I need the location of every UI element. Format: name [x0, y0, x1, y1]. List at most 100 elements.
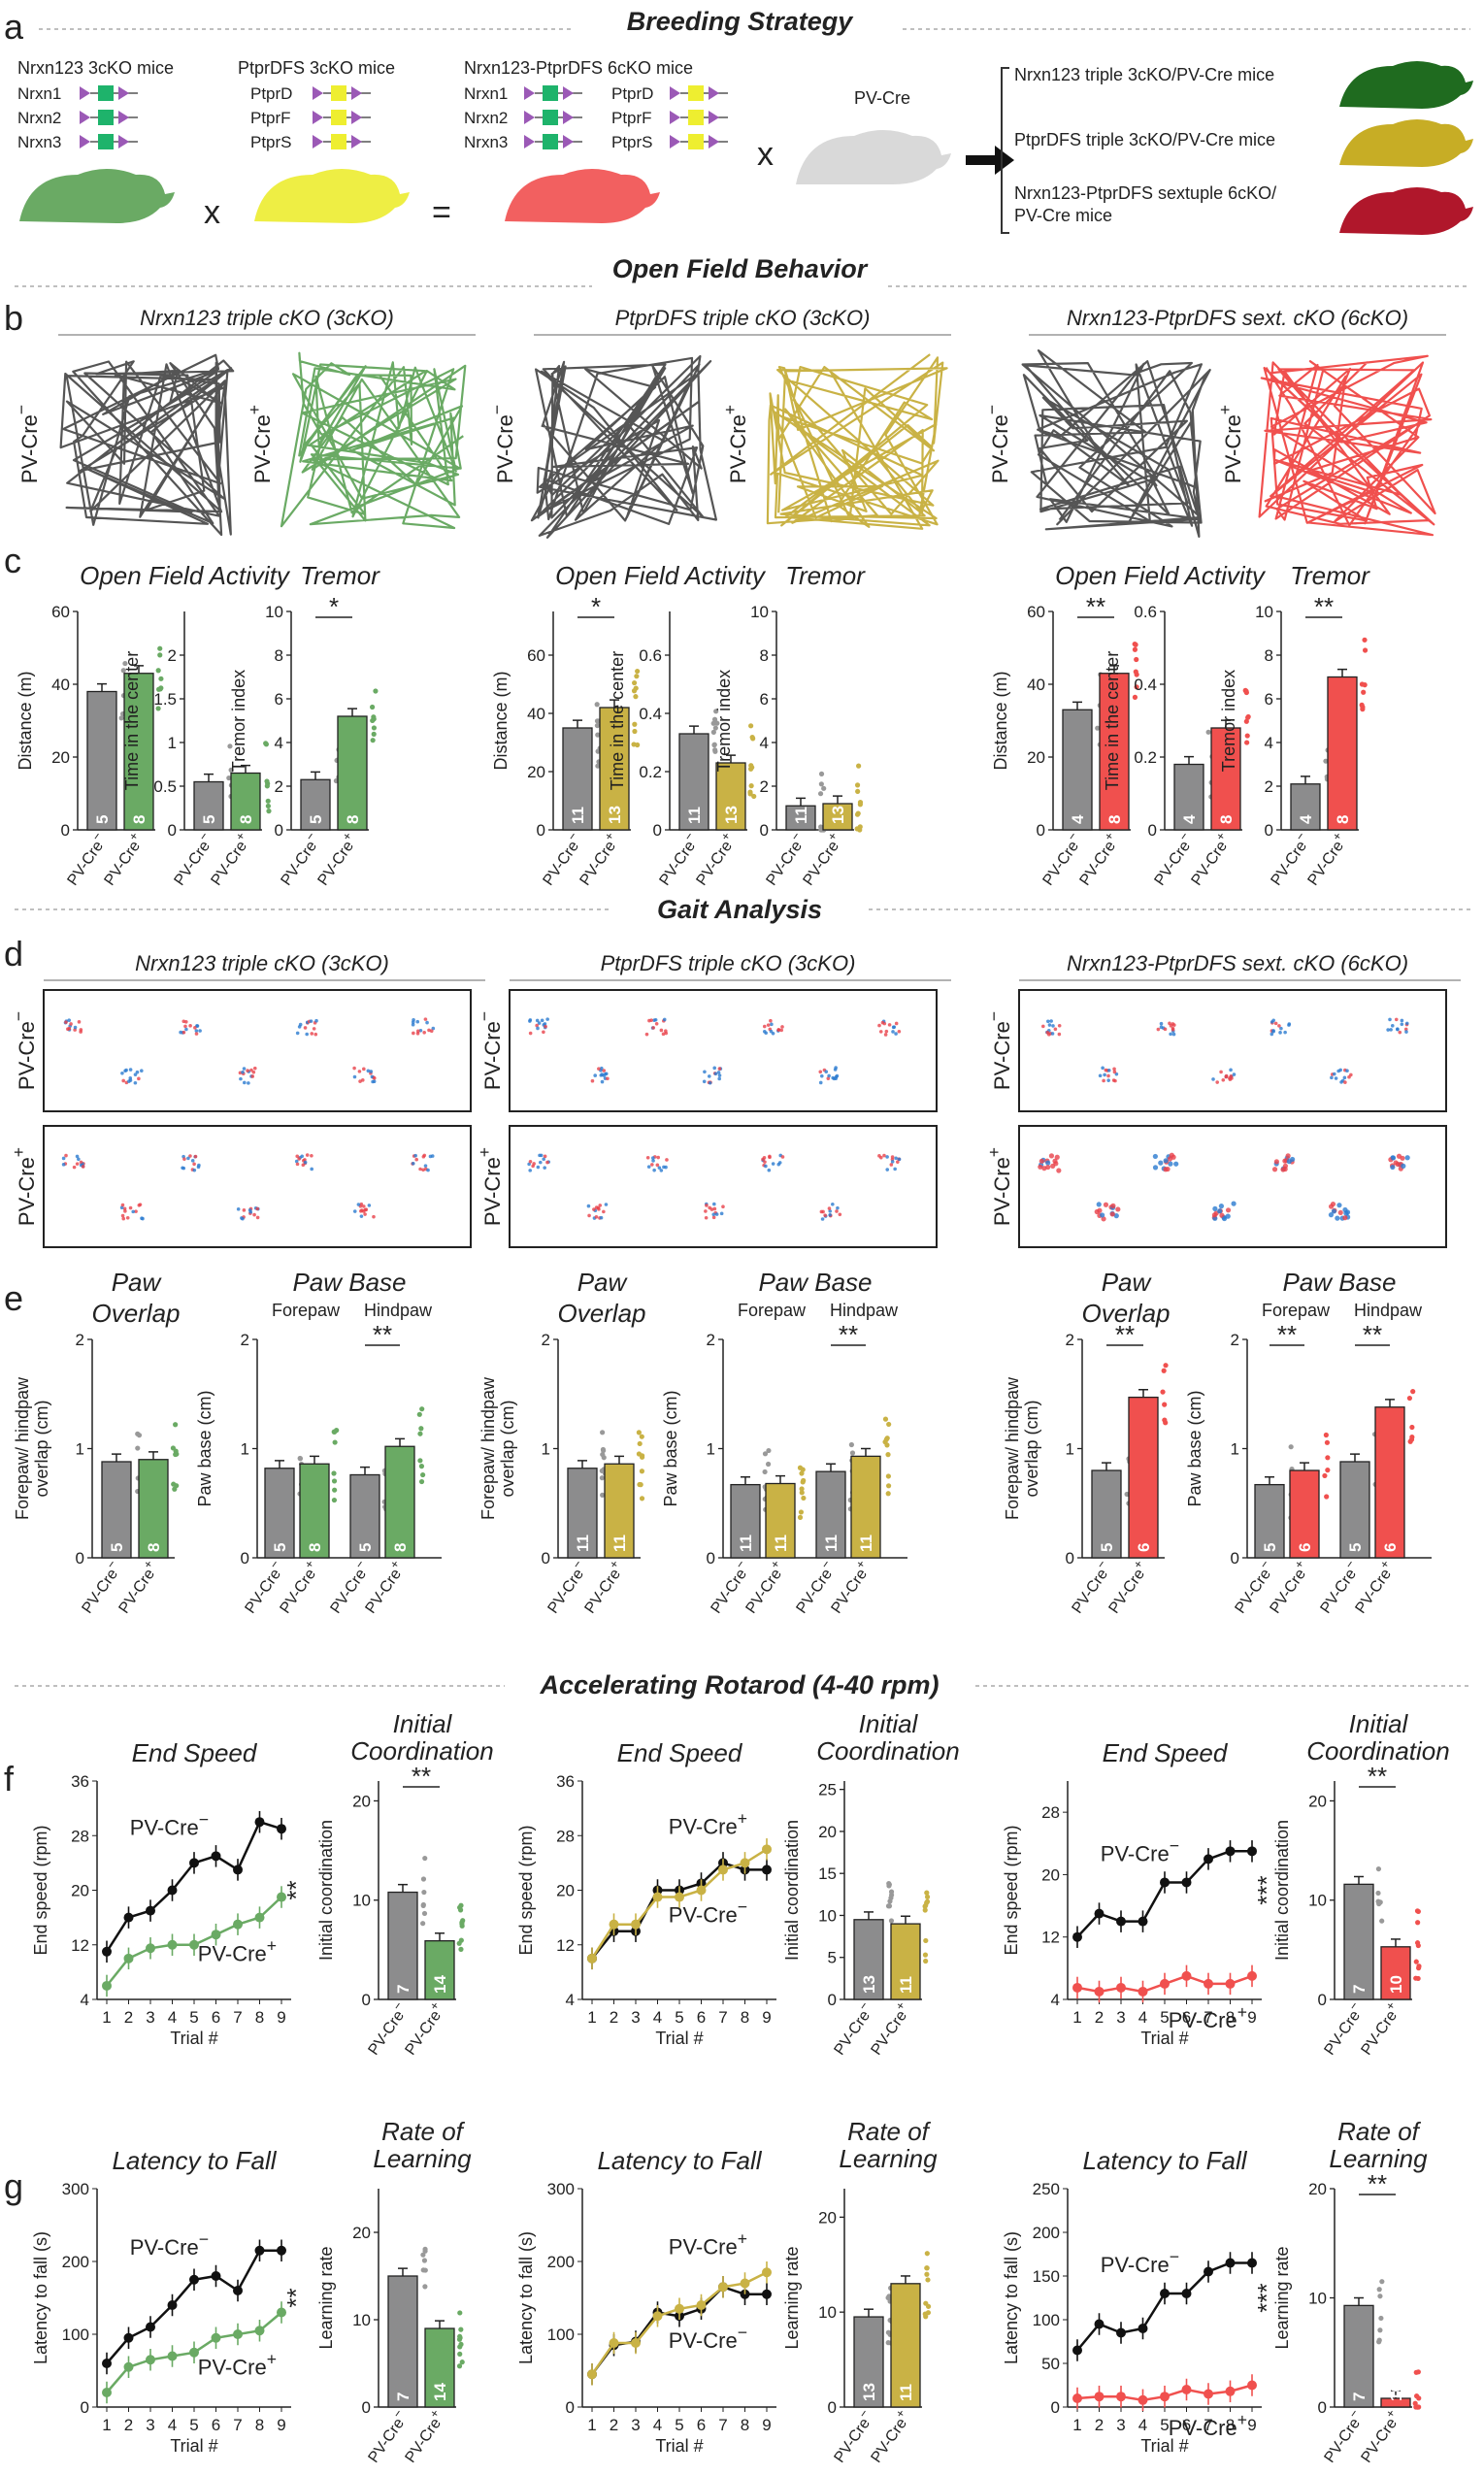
y-tick-label: 0 — [566, 2398, 575, 2417]
paw-print — [310, 1032, 314, 1036]
data-point — [459, 1923, 465, 1929]
mouse-darkgreen-icon — [1339, 61, 1473, 109]
y-tick-label: 10 — [352, 1892, 371, 1910]
data-point — [1181, 2289, 1192, 2298]
paw-print — [1349, 1072, 1353, 1077]
data-point — [1132, 646, 1138, 652]
bar — [1327, 676, 1358, 831]
paw-print — [363, 1212, 367, 1216]
paw-print — [823, 1213, 827, 1217]
data-point — [157, 652, 163, 658]
bar — [604, 1463, 635, 1559]
paw-print — [769, 1018, 773, 1023]
data-point — [924, 2271, 930, 2277]
x-tick-label: 8 — [741, 2008, 749, 2027]
data-point — [233, 2329, 243, 2339]
paw-print — [422, 1153, 427, 1158]
cross-symbol: x — [757, 136, 774, 173]
section-title-rotarod: Accelerating Rotarod (4-40 rpm) — [539, 1670, 939, 1700]
sup: + — [1212, 829, 1229, 843]
paw-print — [192, 1168, 197, 1172]
data-point — [1116, 1982, 1126, 1993]
paw-print — [1217, 1208, 1223, 1214]
data-point — [696, 1885, 707, 1896]
line-title: Nrxn123-PtprDFS sext. cKO (6cKO) — [1067, 951, 1408, 975]
sup: − — [88, 829, 105, 843]
data-point — [1225, 2386, 1236, 2396]
data-point — [227, 743, 233, 749]
sig-star: ** — [1277, 1320, 1297, 1349]
nrxn-3cko-parent: Nrxn123 3cKO mice Nrxn1 Nrxn2 Nrxn3 — [17, 58, 728, 223]
paw-print — [528, 1169, 533, 1172]
paw-print — [604, 1203, 609, 1206]
paw-print — [1038, 1164, 1043, 1170]
y-tick-label: 4 — [566, 1991, 575, 2009]
paw-print — [538, 1153, 542, 1158]
data-point — [1324, 1439, 1331, 1445]
sig-star: * — [591, 592, 601, 621]
label-pv-cre-pos: PV-Cre+ — [198, 2349, 277, 2379]
bar — [562, 727, 593, 831]
gene-label: Nrxn1 — [17, 84, 61, 103]
paw-print — [372, 1214, 376, 1219]
paw-print — [241, 1216, 245, 1221]
title-overlap: Overlap — [91, 1299, 180, 1328]
label-pv-cre-pos: PV-Cre+ — [720, 405, 750, 483]
paw-print — [415, 1029, 420, 1034]
data-point — [254, 2326, 265, 2336]
data-point — [1094, 2392, 1105, 2402]
data-point — [710, 720, 716, 726]
paw-print — [528, 1159, 533, 1164]
paw-print — [1286, 1159, 1292, 1165]
title-open-field-activity: Open Field Activity — [80, 561, 291, 590]
bar — [850, 1455, 881, 1559]
paw-print — [1395, 1161, 1401, 1168]
label-pv-cre-pos: PV-Cre+ — [795, 829, 846, 889]
loxp-icon — [351, 111, 362, 124]
y-tick-label: 2 — [707, 1331, 715, 1349]
x-tick-label: 3 — [146, 2008, 154, 2027]
data-point — [886, 1421, 892, 1428]
paw-print — [123, 1069, 127, 1073]
paw-print — [125, 1215, 130, 1220]
paw-print — [645, 1155, 650, 1160]
data-point — [1375, 1890, 1381, 1897]
paw-print — [767, 1168, 772, 1172]
data-point — [155, 668, 161, 674]
title-paw: Paw — [577, 1268, 629, 1297]
data-point — [636, 1451, 643, 1457]
x-tick-label: 8 — [741, 2416, 749, 2434]
data-point — [801, 1495, 807, 1502]
paw-print — [294, 1159, 299, 1164]
paw-print — [833, 1068, 838, 1072]
paw-print — [651, 1026, 656, 1030]
arrow-right-icon — [966, 146, 1014, 175]
title-coordination: Coordination — [350, 1736, 493, 1766]
sig-star: ** — [1368, 2169, 1387, 2198]
data-point — [750, 736, 756, 742]
paw-print — [1168, 1021, 1171, 1026]
gene-label: PtprF — [611, 109, 652, 127]
data-point — [123, 1953, 134, 1964]
n-label: 6 — [1296, 1543, 1314, 1552]
paw-print — [587, 1213, 591, 1218]
data-point — [1204, 1854, 1213, 1864]
paw-print — [121, 1078, 125, 1083]
paw-print — [1168, 1161, 1173, 1167]
x-tick-label: 4 — [653, 2416, 662, 2434]
loxp-icon — [709, 111, 719, 124]
data-point — [609, 1919, 619, 1930]
paw-print — [831, 1203, 835, 1206]
data-point — [459, 1920, 465, 1926]
data-point — [637, 1481, 643, 1488]
paw-print — [717, 1067, 722, 1071]
paw-print — [1057, 1024, 1062, 1028]
sup: + — [1382, 1998, 1399, 2013]
paw-print — [239, 1076, 243, 1081]
y-tick-label: 20 — [1027, 748, 1045, 767]
paw-print — [835, 1209, 839, 1213]
y-tick-label: 12 — [556, 1936, 575, 1955]
y-tick-label: 10 — [818, 1906, 837, 1925]
paw-print — [762, 1156, 767, 1160]
paw-print — [1225, 1213, 1231, 1219]
